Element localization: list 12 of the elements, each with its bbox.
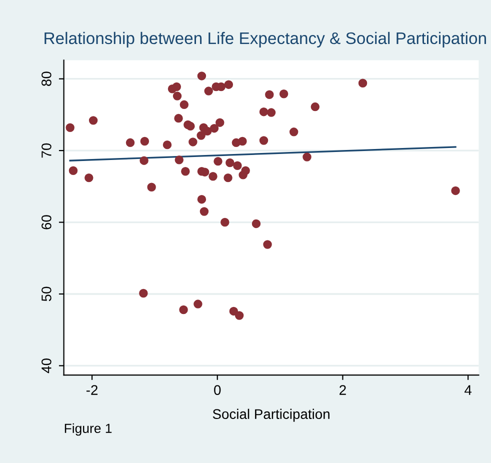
- x-tick-label: 2: [340, 385, 346, 395]
- chart-title: Relationship between Life Expectancy & Social Participation: [44, 32, 486, 48]
- caption: Figure 1: [64, 423, 112, 436]
- x-axis-title: Social Participation: [212, 408, 330, 422]
- x-tick-label: 4: [464, 385, 472, 395]
- y-tick-label: 50: [42, 286, 52, 302]
- y-tick-label: 80: [42, 72, 52, 86]
- x-tick-label: 0: [214, 385, 221, 395]
- y-tick-label: 60: [42, 215, 52, 230]
- y-tick-label: 40: [42, 358, 52, 374]
- x-tick-label: -2: [86, 385, 98, 395]
- y-tick-label: 70: [42, 143, 52, 158]
